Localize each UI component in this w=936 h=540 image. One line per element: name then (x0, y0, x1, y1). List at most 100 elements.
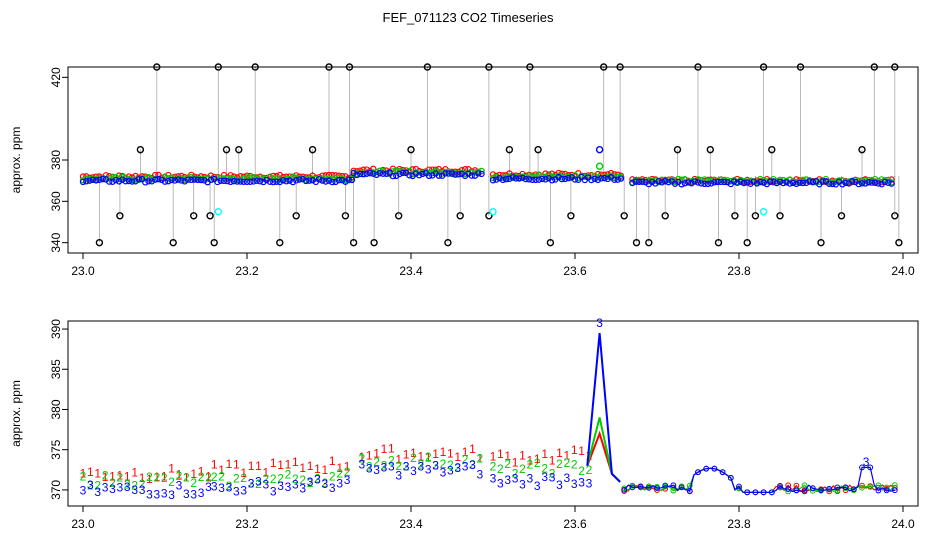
data-point (584, 172, 592, 179)
data-point (396, 168, 403, 175)
series-marker (654, 485, 660, 491)
data-point (412, 170, 420, 177)
data-point (350, 170, 357, 177)
data-point (296, 176, 303, 183)
y-tick-label: 380 (49, 399, 63, 419)
series-marker (818, 487, 824, 494)
cyan-point (759, 207, 768, 216)
series-marker (793, 487, 800, 494)
data-point (363, 166, 370, 173)
data-point (181, 178, 188, 185)
data-point (684, 179, 692, 186)
flag-marker-mid (407, 145, 415, 154)
series-point-label: 2 (512, 467, 519, 481)
data-point (591, 172, 598, 180)
series-point-label: 1 (395, 452, 402, 466)
data-point (539, 175, 546, 183)
data-point (356, 170, 364, 178)
data-point (862, 180, 869, 187)
data-point (561, 175, 569, 183)
series-point-label: 3 (366, 461, 373, 475)
data-point (197, 176, 205, 184)
series-point-label: 3 (299, 481, 306, 495)
data-point (591, 175, 598, 183)
series-point-label: 1 (226, 457, 233, 471)
series-point-label: 3 (102, 481, 109, 495)
series-point-label: 3 (255, 475, 262, 489)
series-marker (875, 487, 882, 494)
spike-peak-label: 3 (863, 455, 870, 469)
flag-marker-low (189, 212, 198, 220)
flag-marker-mid (768, 145, 776, 154)
series-point-label: 2 (571, 458, 578, 472)
flag-marker-low (210, 238, 218, 247)
data-point (604, 175, 612, 183)
series-point-label: 3 (336, 477, 343, 491)
data-point (542, 176, 549, 183)
flag-marker-low (743, 238, 751, 247)
data-point (363, 170, 370, 177)
top-panel: 23.0 23.2 23.4 23.6 23.8 24.0 340 360 380 420 appr… (9, 63, 919, 278)
series-point-label: 2 (270, 472, 277, 486)
series-marker (645, 484, 652, 491)
data-point (681, 180, 689, 187)
data-point (276, 178, 283, 186)
flag-marker-low (817, 238, 825, 247)
data-point (789, 179, 797, 187)
data-point (435, 168, 443, 176)
data-point (694, 179, 702, 186)
data-point (763, 178, 771, 185)
series-point-label: 2 (161, 471, 168, 485)
series-point-label: 1 (183, 470, 190, 484)
series-point-label: 1 (299, 461, 306, 475)
data-point (740, 177, 748, 185)
data-point (312, 175, 320, 182)
data-point (188, 176, 195, 184)
series-point-label: 2 (176, 469, 183, 483)
data-point (519, 174, 526, 181)
data-point (888, 176, 895, 183)
series-point-label: 3 (563, 471, 570, 485)
data-point (639, 178, 646, 185)
series-point-label: 3 (395, 468, 402, 482)
x-tick-label: 23.2 (235, 517, 259, 531)
series-point-label: 3 (117, 481, 124, 495)
flag-marker-mid (308, 145, 317, 154)
data-point (581, 173, 589, 180)
series-marker (752, 489, 759, 496)
series-point-label: 3 (226, 481, 233, 495)
data-point (461, 170, 469, 178)
series-point-label: 2 (432, 459, 439, 473)
series-point-label: 3 (527, 471, 534, 485)
data-point (119, 173, 126, 181)
data-point (250, 178, 257, 185)
flag-marker-high (600, 63, 608, 71)
data-point (270, 178, 277, 186)
data-point (325, 177, 333, 184)
data-point (809, 178, 817, 186)
data-point (799, 179, 807, 187)
data-point (155, 175, 162, 183)
flag-marker-low (546, 238, 555, 247)
series-point-label: 2 (292, 472, 299, 486)
series-point-label: 1 (477, 451, 484, 465)
series-marker (637, 483, 644, 490)
data-point (393, 172, 400, 180)
data-point (329, 178, 336, 186)
series-point-label: 1 (447, 447, 454, 461)
data-point (701, 180, 708, 188)
series-point-label: 3 (358, 458, 365, 472)
flag-marker-low (292, 212, 300, 220)
data-point (701, 176, 708, 183)
series-point-label: 1 (117, 468, 124, 482)
series-point-label: 2 (299, 473, 306, 487)
y-tick-label: 340 (49, 232, 63, 252)
series-point-label: 1 (233, 457, 240, 471)
data-point (230, 173, 238, 180)
data-point (383, 170, 390, 177)
data-point (734, 179, 741, 186)
series-point-label: 3 (432, 458, 439, 472)
series-point-label: 3 (168, 488, 175, 502)
flag-marker-mid (858, 145, 866, 154)
data-point (786, 180, 794, 187)
